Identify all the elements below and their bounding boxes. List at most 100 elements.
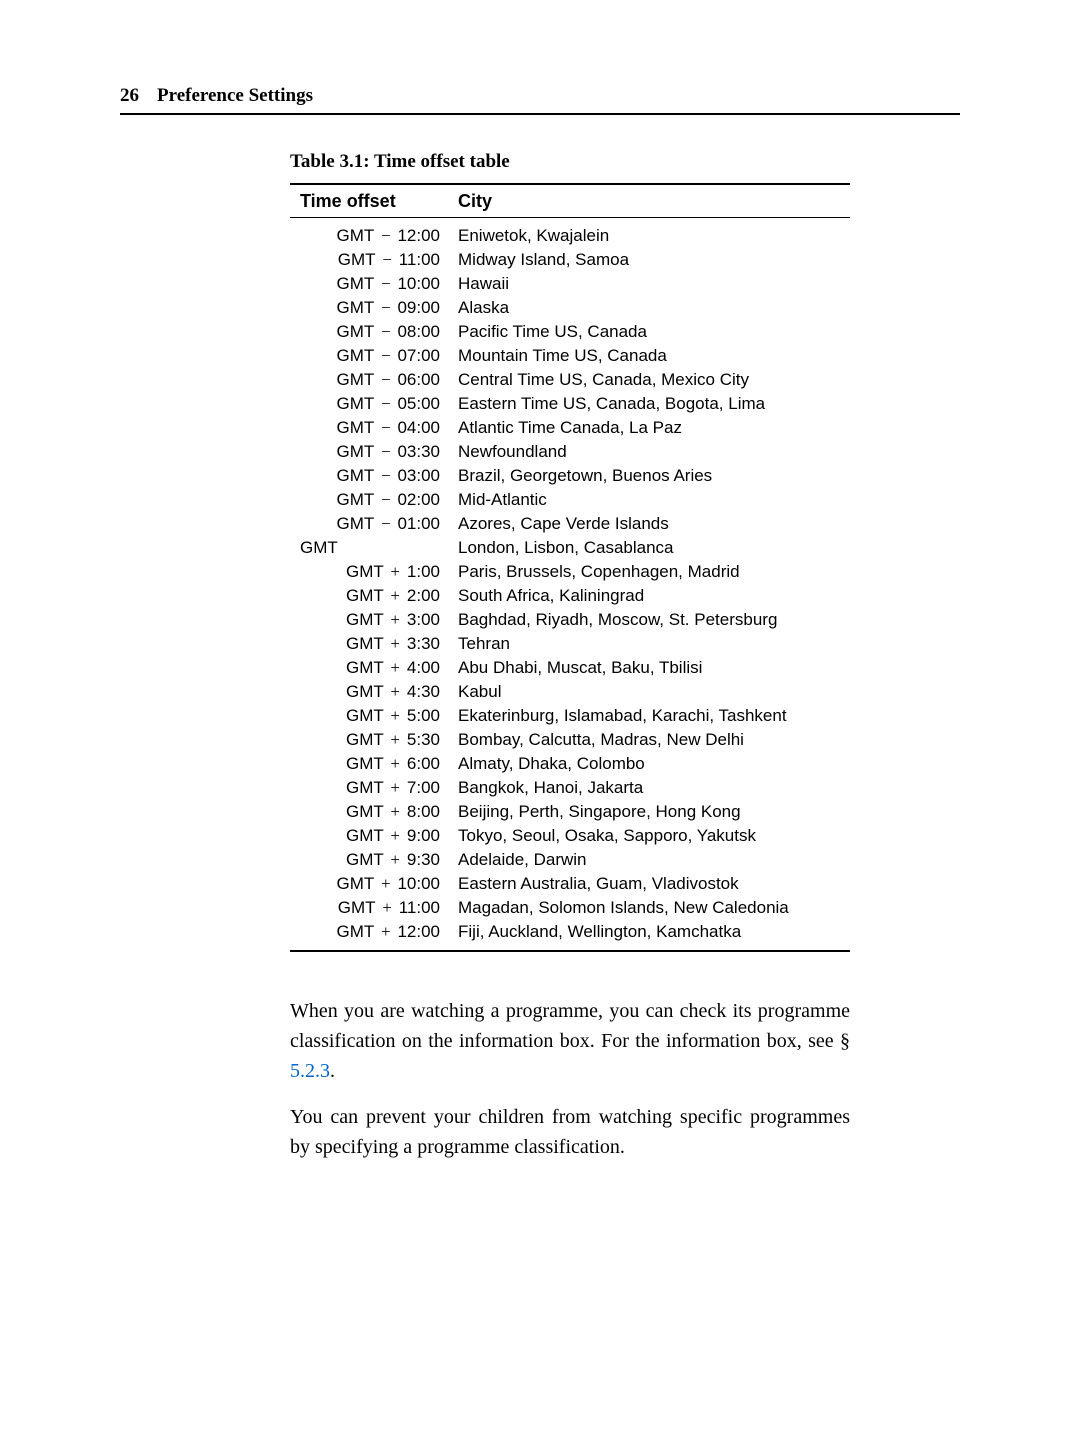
city-cell: Fiji, Auckland, Wellington, Kamchatka xyxy=(458,920,850,951)
city-cell: Almaty, Dhaka, Colombo xyxy=(458,752,850,776)
table-row: GMT + 11:00Magadan, Solomon Islands, New… xyxy=(290,896,850,920)
page-header: 26 Preference Settings xyxy=(120,85,960,115)
offset-cell: GMT + 11:00 xyxy=(290,896,458,920)
offset-cell: GMT + 2:00 xyxy=(290,584,458,608)
table-row: GMT − 09:00Alaska xyxy=(290,296,850,320)
table-body: GMT − 12:00Eniwetok, KwajaleinGMT − 11:0… xyxy=(290,218,850,952)
page-content: 26 Preference Settings Table 3.1: Time o… xyxy=(0,0,1080,1162)
city-cell: Newfoundland xyxy=(458,440,850,464)
city-cell: Tokyo, Seoul, Osaka, Sapporo, Yakutsk xyxy=(458,824,850,848)
table-row: GMT − 04:00Atlantic Time Canada, La Paz xyxy=(290,416,850,440)
offset-cell: GMT − 07:00 xyxy=(290,344,458,368)
city-cell: Eastern Australia, Guam, Vladivostok xyxy=(458,872,850,896)
city-cell: Midway Island, Samoa xyxy=(458,248,850,272)
body-text: When you are watching a programme, you c… xyxy=(290,996,850,1162)
city-cell: Abu Dhabi, Muscat, Baku, Tbilisi xyxy=(458,656,850,680)
table-row: GMT − 12:00Eniwetok, Kwajalein xyxy=(290,218,850,249)
city-cell: London, Lisbon, Casablanca xyxy=(458,536,850,560)
city-cell: Pacific Time US, Canada xyxy=(458,320,850,344)
section-link[interactable]: 5.2.3 xyxy=(290,1060,330,1082)
offset-cell: GMT + 7:00 xyxy=(290,776,458,800)
offset-cell: GMT + 4:30 xyxy=(290,680,458,704)
city-cell: Azores, Cape Verde Islands xyxy=(458,512,850,536)
column-header-offset: Time offset xyxy=(290,184,458,218)
city-cell: Magadan, Solomon Islands, New Caledonia xyxy=(458,896,850,920)
offset-cell: GMT − 06:00 xyxy=(290,368,458,392)
table-row: GMTLondon, Lisbon, Casablanca xyxy=(290,536,850,560)
table-row: GMT + 6:00Almaty, Dhaka, Colombo xyxy=(290,752,850,776)
table-container: Table 3.1: Time offset table Time offset… xyxy=(290,151,850,952)
offset-cell: GMT − 02:00 xyxy=(290,488,458,512)
table-row: GMT + 10:00Eastern Australia, Guam, Vlad… xyxy=(290,872,850,896)
city-cell: Eastern Time US, Canada, Bogota, Lima xyxy=(458,392,850,416)
table-row: GMT + 3:00Baghdad, Riyadh, Moscow, St. P… xyxy=(290,608,850,632)
paragraph-1-text: When you are watching a programme, you c… xyxy=(290,1000,850,1052)
offset-cell: GMT − 10:00 xyxy=(290,272,458,296)
table-row: GMT − 07:00Mountain Time US, Canada xyxy=(290,344,850,368)
table-row: GMT − 10:00Hawaii xyxy=(290,272,850,296)
page-number: 26 xyxy=(120,85,139,107)
table-row: GMT − 05:00Eastern Time US, Canada, Bogo… xyxy=(290,392,850,416)
table-row: GMT + 5:00Ekaterinburg, Islamabad, Karac… xyxy=(290,704,850,728)
offset-cell: GMT − 08:00 xyxy=(290,320,458,344)
offset-cell: GMT + 12:00 xyxy=(290,920,458,951)
table-row: GMT + 12:00Fiji, Auckland, Wellington, K… xyxy=(290,920,850,951)
section-title: Preference Settings xyxy=(157,85,313,107)
table-row: GMT + 4:00Abu Dhabi, Muscat, Baku, Tbili… xyxy=(290,656,850,680)
offset-cell: GMT − 05:00 xyxy=(290,392,458,416)
city-cell: Ekaterinburg, Islamabad, Karachi, Tashke… xyxy=(458,704,850,728)
offset-cell: GMT + 9:30 xyxy=(290,848,458,872)
city-cell: Atlantic Time Canada, La Paz xyxy=(458,416,850,440)
table-row: GMT + 4:30Kabul xyxy=(290,680,850,704)
city-cell: Tehran xyxy=(458,632,850,656)
column-header-city: City xyxy=(458,184,850,218)
city-cell: Baghdad, Riyadh, Moscow, St. Petersburg xyxy=(458,608,850,632)
table-row: GMT − 08:00Pacific Time US, Canada xyxy=(290,320,850,344)
paragraph-2: You can prevent your children from watch… xyxy=(290,1102,850,1162)
offset-cell: GMT + 5:00 xyxy=(290,704,458,728)
city-cell: Bombay, Calcutta, Madras, New Delhi xyxy=(458,728,850,752)
offset-cell: GMT − 12:00 xyxy=(290,218,458,249)
table-row: GMT − 03:00Brazil, Georgetown, Buenos Ar… xyxy=(290,464,850,488)
table-row: GMT + 9:30Adelaide, Darwin xyxy=(290,848,850,872)
table-row: GMT + 7:00Bangkok, Hanoi, Jakarta xyxy=(290,776,850,800)
offset-cell: GMT − 09:00 xyxy=(290,296,458,320)
offset-cell: GMT + 6:00 xyxy=(290,752,458,776)
time-offset-table: Time offset City GMT − 12:00Eniwetok, Kw… xyxy=(290,183,850,952)
offset-cell: GMT − 11:00 xyxy=(290,248,458,272)
city-cell: Brazil, Georgetown, Buenos Aries xyxy=(458,464,850,488)
offset-cell: GMT + 8:00 xyxy=(290,800,458,824)
city-cell: Mid-Atlantic xyxy=(458,488,850,512)
offset-cell: GMT − 04:00 xyxy=(290,416,458,440)
city-cell: Adelaide, Darwin xyxy=(458,848,850,872)
table-row: GMT − 11:00Midway Island, Samoa xyxy=(290,248,850,272)
city-cell: Hawaii xyxy=(458,272,850,296)
offset-cell: GMT + 10:00 xyxy=(290,872,458,896)
offset-cell: GMT − 01:00 xyxy=(290,512,458,536)
city-cell: Kabul xyxy=(458,680,850,704)
table-header-row: Time offset City xyxy=(290,184,850,218)
offset-cell: GMT + 4:00 xyxy=(290,656,458,680)
table-row: GMT − 03:30Newfoundland xyxy=(290,440,850,464)
table-row: GMT + 9:00Tokyo, Seoul, Osaka, Sapporo, … xyxy=(290,824,850,848)
city-cell: Alaska xyxy=(458,296,850,320)
offset-cell: GMT + 1:00 xyxy=(290,560,458,584)
offset-cell: GMT − 03:00 xyxy=(290,464,458,488)
table-row: GMT + 3:30Tehran xyxy=(290,632,850,656)
table-row: GMT + 8:00Beijing, Perth, Singapore, Hon… xyxy=(290,800,850,824)
table-row: GMT + 2:00South Africa, Kaliningrad xyxy=(290,584,850,608)
city-cell: Beijing, Perth, Singapore, Hong Kong xyxy=(458,800,850,824)
table-row: GMT − 01:00Azores, Cape Verde Islands xyxy=(290,512,850,536)
city-cell: Central Time US, Canada, Mexico City xyxy=(458,368,850,392)
offset-cell: GMT + 3:30 xyxy=(290,632,458,656)
city-cell: Mountain Time US, Canada xyxy=(458,344,850,368)
offset-cell: GMT xyxy=(290,536,458,560)
city-cell: Eniwetok, Kwajalein xyxy=(458,218,850,249)
table-row: GMT − 02:00Mid-Atlantic xyxy=(290,488,850,512)
offset-cell: GMT + 5:30 xyxy=(290,728,458,752)
paragraph-1-end: . xyxy=(330,1060,335,1082)
table-row: GMT + 1:00Paris, Brussels, Copenhagen, M… xyxy=(290,560,850,584)
offset-cell: GMT + 9:00 xyxy=(290,824,458,848)
table-row: GMT + 5:30Bombay, Calcutta, Madras, New … xyxy=(290,728,850,752)
city-cell: South Africa, Kaliningrad xyxy=(458,584,850,608)
